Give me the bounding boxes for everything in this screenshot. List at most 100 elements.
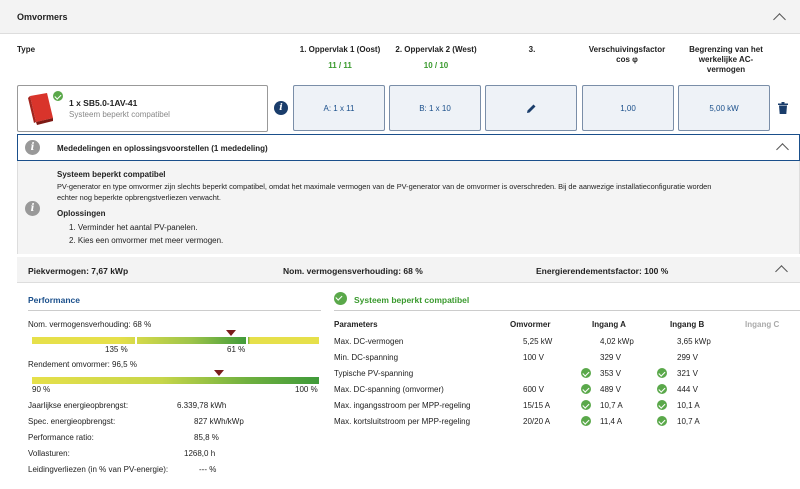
params-divider [334, 310, 800, 311]
params-status-title: Systeem beperkt compatibel [354, 295, 470, 305]
inverter-card[interactable]: 1 x SB5.0-1AV-41 Systeem beperkt compati… [17, 85, 268, 132]
cos-phi-value[interactable]: 1,00 [582, 85, 674, 131]
summary-ratio: Nom. vermogensverhouding: 68 % [283, 266, 423, 276]
check-a-icon [581, 384, 591, 394]
stat-value: 1268,0 h [184, 448, 216, 458]
stat-value: 827 kWh/kWp [194, 416, 244, 426]
param-b-value: 3,65 kWp [677, 336, 711, 346]
summary-efficiency: Energierendementsfactor: 100 % [536, 266, 669, 276]
stat-value: 6.339,78 kWh [177, 400, 227, 410]
param-inverter-value: 100 V [523, 352, 544, 362]
check-b-icon [657, 384, 667, 394]
params-header-b: Ingang B [670, 320, 705, 329]
col-cos-phi-line1: Verschuivingsfactor [588, 45, 666, 54]
trash-icon[interactable] [778, 102, 788, 114]
surface2-value[interactable]: B: 1 x 10 [389, 85, 481, 131]
stat-label: Leidingverliezen (in % van PV-energie): [28, 464, 169, 474]
ratio-bar [32, 337, 319, 344]
col-surface1: 1. Oppervlak 1 (Oost) [299, 45, 381, 54]
efficiency-bar [32, 377, 319, 384]
ratio-label: Nom. vermogensverhouding: 68 % [28, 320, 152, 329]
stat-label: Jaarlijkse energieopbrengst: [28, 400, 129, 410]
param-a-value: 11,4 A [600, 416, 623, 426]
ac-limit-value[interactable]: 5,00 kW [678, 85, 770, 131]
notices-header-title: Mededelingen en oplossingsvoorstellen (1… [57, 144, 268, 153]
param-a-value: 10,7 A [600, 400, 623, 410]
stat-row: Jaarlijkse energieopbrengst: [28, 397, 278, 413]
params-header-param: Parameters [334, 320, 378, 329]
performance-divider [28, 310, 321, 311]
param-inverter-value: 5,25 kW [523, 336, 553, 346]
compatible-check-icon [53, 91, 63, 101]
col-surface2-count: 10 / 10 [423, 61, 449, 70]
param-name: Max. ingangsstroom per MPP-regeling [334, 400, 471, 410]
edit-button[interactable] [485, 85, 577, 131]
params-header-inverter: Omvormer [510, 320, 551, 329]
efficiency-right-label: 100 % [295, 385, 318, 394]
stat-label: Spec. energieopbrengst: [28, 416, 116, 426]
chevron-up-icon[interactable] [773, 13, 786, 26]
check-b-icon [657, 416, 667, 426]
col-surface3: 3. [528, 45, 536, 54]
stat-value: 85,8 % [194, 432, 219, 442]
params-header-c: Ingang C [745, 320, 780, 329]
col-ac-limit-line2: werkelijke AC- [698, 55, 754, 64]
section-header[interactable]: Omvormers [0, 0, 800, 34]
param-inverter-value: 20/20 A [523, 416, 551, 426]
notices-header[interactable]: i Mededelingen en oplossingsvoorstellen … [17, 134, 800, 161]
param-name: Max. kortsluitstroom per MPP-regeling [334, 416, 471, 426]
param-a-value: 353 V [600, 368, 621, 378]
check-a-icon [581, 416, 591, 426]
param-b-value: 299 V [677, 352, 698, 362]
chevron-up-icon[interactable] [775, 265, 788, 278]
performance-title: Performance [28, 295, 80, 305]
param-name: Max. DC-spanning (omvormer) [334, 384, 444, 394]
summary-bar[interactable]: Piekvermogen: 7,67 kWp Nom. vermogensver… [17, 257, 800, 283]
col-cos-phi: Verschuivingsfactor cos φ [580, 45, 674, 65]
surface1-value[interactable]: A: 1 x 11 [293, 85, 385, 131]
efficiency-left-label: 90 % [32, 385, 51, 394]
stat-row: Spec. energieopbrengst: [28, 413, 278, 429]
info-icon[interactable]: i [274, 101, 288, 115]
inverter-device-icon [28, 93, 53, 125]
param-a-value: 489 V [600, 384, 621, 394]
ratio-bar-divider-right [246, 337, 248, 344]
chevron-up-icon[interactable] [776, 143, 789, 156]
check-a-icon [581, 368, 591, 378]
stat-label: Vollasturen: [28, 448, 70, 458]
stat-row: Performance ratio: [28, 429, 278, 445]
solutions-title: Oplossingen [57, 209, 106, 218]
solution-2: 2. Kies een omvormer met meer vermogen. [69, 236, 224, 245]
solution-1: 1. Verminder het aantal PV-panelen. [69, 223, 198, 232]
col-surface1-count: 11 / 11 [328, 61, 352, 70]
ratio-bar-divider-left [135, 337, 137, 344]
check-b-icon [657, 400, 667, 410]
col-type: Type [17, 45, 36, 54]
param-b-value: 444 V [677, 384, 698, 394]
param-name: Max. DC-vermogen [334, 336, 404, 346]
stat-value: --- % [199, 464, 217, 474]
notice-text-line1: PV-generator en type omvormer zijn slech… [57, 182, 712, 191]
param-a-value: 329 V [600, 352, 621, 362]
notice-title: Systeem beperkt compatibel [57, 170, 166, 179]
param-a-value: 4,02 kWp [600, 336, 634, 346]
ratio-mid-label: 61 % [227, 345, 246, 354]
param-b-value: 10,7 A [677, 416, 700, 426]
stat-row: Vollasturen: [28, 445, 278, 461]
pencil-icon [526, 104, 535, 113]
inverter-name: 1 x SB5.0-1AV-41 [69, 98, 138, 108]
info-icon: i [25, 140, 40, 155]
inverter-status: Systeem beperkt compatibel [69, 110, 170, 119]
param-inverter-value: 15/15 A [523, 400, 551, 410]
check-a-icon [581, 400, 591, 410]
ratio-marker-icon [226, 330, 236, 336]
efficiency-marker-icon [214, 370, 224, 376]
param-inverter-value: 600 V [523, 384, 544, 394]
param-b-value: 321 V [677, 368, 698, 378]
efficiency-label: Rendement omvormer: 96,5 % [28, 360, 137, 369]
col-surface2: 2. Oppervlak 2 (West) [395, 45, 477, 54]
notices-body: i Systeem beperkt compatibel PV-generato… [17, 161, 800, 254]
check-b-icon [657, 368, 667, 378]
col-ac-limit-line3: vermogen [706, 65, 746, 74]
info-icon: i [25, 201, 40, 216]
